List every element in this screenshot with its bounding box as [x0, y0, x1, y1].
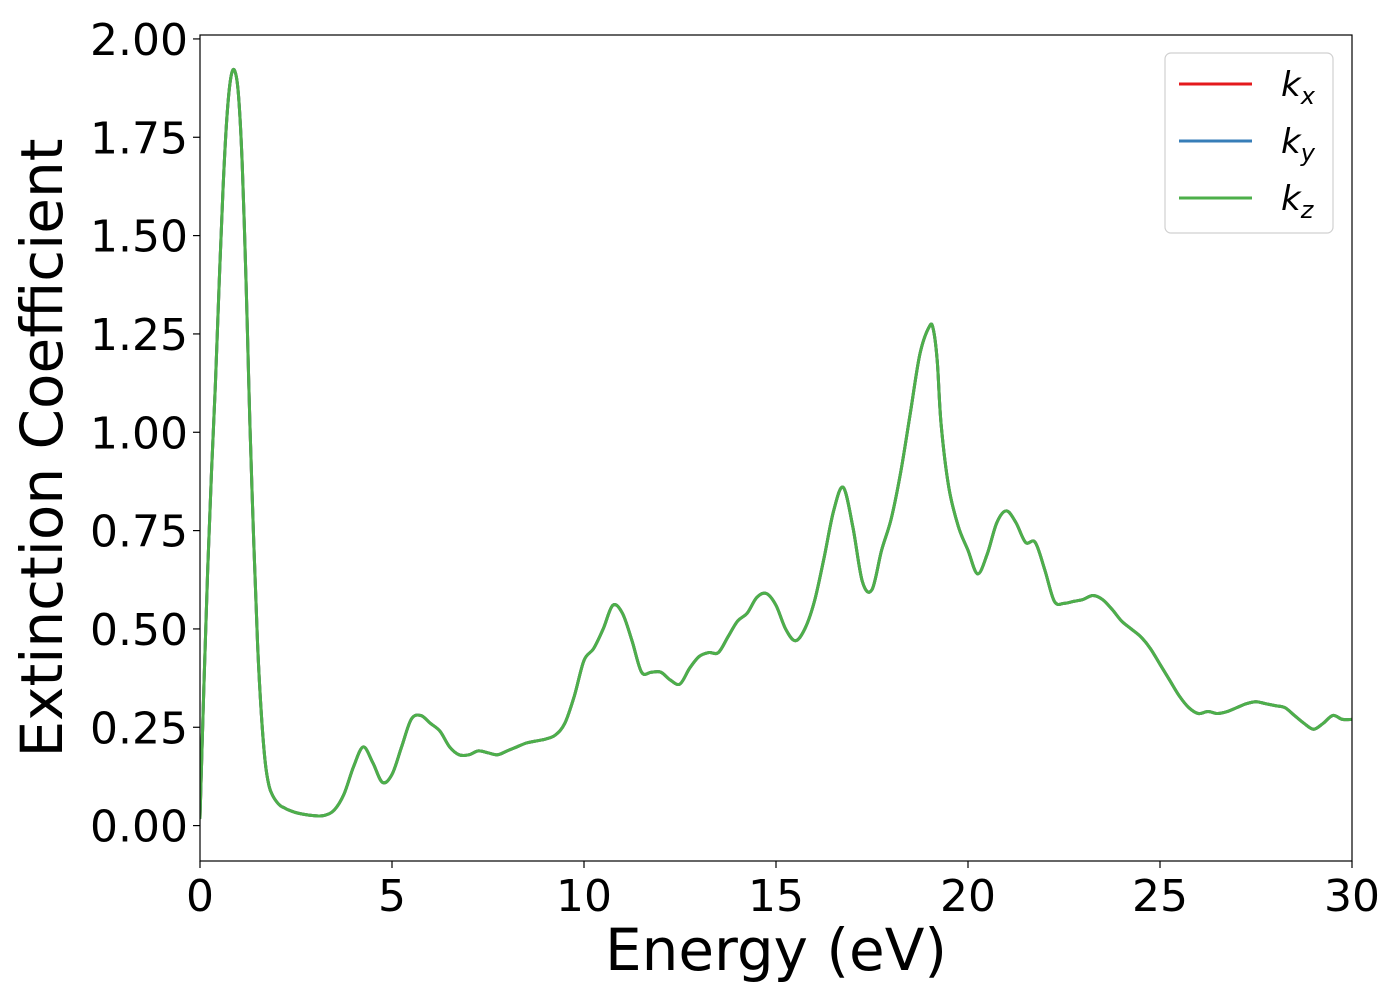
y-tick-label: 1.00	[90, 408, 188, 459]
y-tick-label: 2.00	[90, 15, 188, 66]
y-tick-label: 0.00	[90, 802, 188, 853]
series-group	[200, 67, 1352, 820]
legend-box	[1164, 52, 1334, 234]
plot-area	[199, 34, 1353, 862]
x-axis-label: Energy (eV)	[605, 916, 947, 984]
y-tick-label: 1.50	[90, 212, 188, 263]
y-axis-ticks: 0.00 0.25 0.50 0.75 1.00 1.25 1.50 1.75 2.00	[90, 15, 200, 853]
y-tick-label: 0.25	[90, 703, 188, 754]
x-tick-label: 15	[748, 871, 804, 922]
y-tick-label: 0.75	[90, 507, 188, 558]
x-tick-label: 5	[378, 871, 406, 922]
series-line-k-z	[200, 67, 1352, 820]
x-tick-label: 25	[1132, 871, 1188, 922]
y-axis-label: Extinction Coefficient	[8, 139, 76, 758]
x-tick-label: 10	[556, 871, 612, 922]
y-tick-label: 1.25	[90, 310, 188, 361]
x-tick-label: 20	[940, 871, 996, 922]
y-tick-label: 1.75	[90, 113, 188, 164]
x-tick-label: 0	[186, 871, 214, 922]
y-tick-label: 0.50	[90, 605, 188, 656]
x-tick-label: 30	[1324, 871, 1380, 922]
x-axis-ticks: 0 5 10 15 20 25 30	[186, 861, 1380, 922]
